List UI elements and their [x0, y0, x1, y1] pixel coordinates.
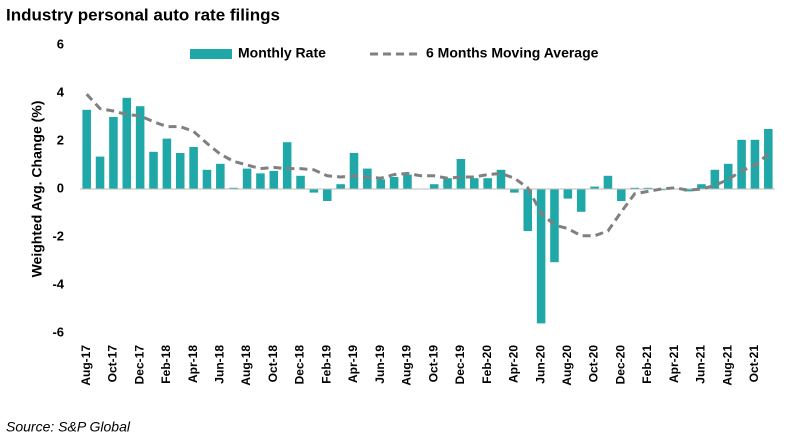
x-tick-label: Oct-20 — [587, 345, 601, 383]
x-tick-label: Aug-18 — [239, 345, 253, 386]
x-tick-label: Apr-21 — [667, 345, 681, 383]
bar — [429, 184, 439, 189]
bar — [737, 139, 746, 189]
bar — [630, 187, 639, 189]
y-tick-label: -4 — [52, 276, 64, 291]
x-tick-label: Oct-18 — [266, 345, 280, 383]
bar — [336, 184, 345, 189]
x-tick-label: Apr-18 — [186, 345, 200, 383]
bar — [296, 175, 305, 189]
bar — [349, 153, 359, 189]
bar — [456, 159, 466, 189]
moving-average-line — [85, 93, 770, 238]
bar — [162, 138, 172, 189]
y-tick-label: -2 — [52, 228, 64, 243]
x-tick-label: Aug-17 — [79, 345, 93, 386]
x-tick-label: Aug-21 — [720, 345, 734, 386]
bar — [443, 178, 452, 189]
x-tick-label: Feb-21 — [640, 345, 654, 384]
bar — [764, 129, 773, 189]
bar — [216, 163, 225, 189]
bar — [202, 169, 212, 189]
y-axis-title: Weighted Avg. Change (%) — [29, 101, 45, 278]
bar — [189, 147, 198, 189]
x-tick-label: Oct-17 — [106, 345, 120, 383]
bar — [109, 117, 118, 189]
bar — [523, 189, 533, 231]
x-tick-label: Jun-20 — [533, 345, 547, 384]
bar — [389, 177, 399, 189]
bar — [135, 106, 145, 189]
bar — [483, 178, 492, 189]
bar — [269, 171, 279, 189]
y-tick-label: 6 — [57, 36, 64, 51]
bar — [122, 97, 132, 189]
bar — [242, 168, 252, 189]
bar — [590, 186, 599, 189]
bar — [149, 151, 158, 189]
bar — [470, 178, 479, 189]
x-tick-label: Dec-19 — [453, 345, 467, 385]
y-tick-label: 2 — [57, 132, 64, 147]
bar — [403, 174, 412, 189]
x-tick-label: Dec-20 — [613, 345, 627, 385]
legend-label: Monthly Rate — [238, 45, 326, 61]
y-tick-label: -6 — [52, 324, 64, 339]
x-tick-label: Feb-20 — [480, 345, 494, 384]
bar — [510, 189, 519, 193]
bar — [322, 189, 332, 201]
bar — [496, 169, 506, 189]
source-note: Source: S&P Global — [6, 419, 131, 435]
bar — [256, 173, 265, 189]
y-tick-label: 4 — [57, 84, 65, 99]
legend-swatch — [190, 49, 232, 59]
chart-title: Industry personal auto rate filings — [6, 5, 280, 24]
x-tick-label: Oct-21 — [747, 345, 761, 383]
bar — [683, 189, 693, 192]
bar — [617, 189, 626, 201]
bar — [657, 189, 666, 191]
bar — [229, 187, 238, 189]
bar — [697, 184, 706, 189]
bar — [82, 109, 91, 189]
x-tick-label: Feb-18 — [159, 345, 173, 384]
bar — [550, 189, 559, 263]
bar — [576, 189, 586, 212]
x-tick-label: Dec-17 — [132, 345, 146, 385]
bar — [710, 169, 720, 189]
bar — [376, 179, 385, 189]
x-tick-label: Apr-19 — [346, 345, 360, 383]
x-tick-label: Apr-20 — [507, 345, 521, 383]
x-tick-label: Jun-19 — [373, 345, 387, 384]
bar — [536, 189, 546, 324]
x-tick-label: Feb-19 — [319, 345, 333, 384]
bar — [363, 168, 372, 189]
bar — [563, 189, 573, 199]
x-tick-label: Dec-18 — [293, 345, 307, 385]
y-tick-label: 0 — [57, 180, 64, 195]
bar — [603, 175, 613, 189]
x-tick-label: Oct-19 — [426, 345, 440, 383]
bar — [309, 189, 319, 193]
x-tick-label: Aug-20 — [560, 345, 574, 386]
bar — [282, 142, 292, 189]
x-tick-label: Aug-19 — [400, 345, 414, 386]
bar — [175, 153, 185, 189]
x-tick-label: Jun-18 — [213, 345, 227, 384]
bar — [723, 163, 733, 189]
x-tick-label: Jun-21 — [694, 345, 708, 384]
bar — [95, 156, 105, 189]
bar — [643, 187, 653, 189]
legend-label: 6 Months Moving Average — [426, 45, 599, 61]
